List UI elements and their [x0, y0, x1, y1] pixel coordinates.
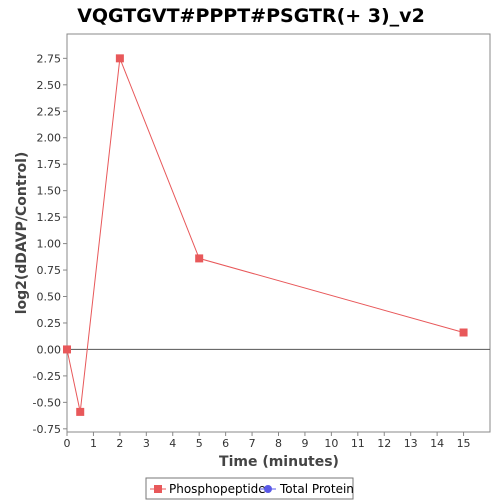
- x-tick-label: 4: [169, 437, 176, 450]
- y-tick-label: -0.25: [33, 370, 61, 383]
- x-tick-label: 3: [143, 437, 150, 450]
- y-axis: -0.75 -0.50 -0.25 0.00 0.25 0.50 0.75 1.00 1.25 1…: [33, 52, 67, 436]
- legend: Phosphopeptide Total Protein: [145, 477, 354, 500]
- x-tick-label: 5: [196, 437, 203, 450]
- x-tick-label: 14: [430, 437, 444, 450]
- y-tick-label: 1.25: [37, 211, 62, 224]
- legend-box: [145, 477, 354, 500]
- plot-area: [66, 33, 491, 433]
- x-axis: 0 1 2 3 4 5 6 7 8 9 10 11 12 13 14 15: [64, 432, 471, 450]
- x-tick-label: 7: [249, 437, 256, 450]
- x-tick-label: 15: [457, 437, 471, 450]
- x-tick-label: 12: [377, 437, 391, 450]
- y-tick-label: 0.75: [37, 264, 62, 277]
- x-tick-label: 0: [64, 437, 71, 450]
- y-tick-label: -0.50: [33, 396, 61, 409]
- legend-total-protein-marker: [264, 485, 272, 493]
- series-layer: [63, 54, 468, 416]
- chart-title: VQGTGVT#PPPT#PSGTR(+ 3)_v2: [77, 5, 425, 27]
- x-tick-label: 8: [275, 437, 282, 450]
- y-axis-title: log2(dDAVP/Control): [14, 152, 30, 315]
- data-point: [459, 328, 468, 337]
- y-tick-label: 2.25: [37, 105, 62, 118]
- x-tick-label: 2: [116, 437, 123, 450]
- y-tick-label: 2.00: [37, 132, 62, 145]
- data-point: [115, 54, 124, 63]
- data-point: [195, 254, 204, 263]
- x-tick-label: 6: [222, 437, 229, 450]
- y-tick-label: 1.00: [37, 238, 62, 251]
- y-tick-label: 2.50: [37, 79, 62, 92]
- legend-phosphopeptide-marker: [154, 485, 162, 493]
- x-axis-title: Time (minutes): [219, 454, 339, 470]
- y-tick-label: -0.75: [33, 423, 61, 436]
- y-tick-label: 0.25: [37, 317, 62, 330]
- y-tick-label: 1.50: [37, 185, 62, 198]
- data-point: [63, 345, 71, 354]
- x-tick-label: 9: [301, 437, 308, 450]
- y-tick-label: 2.75: [37, 52, 62, 65]
- y-tick-label: 0.50: [37, 291, 62, 304]
- x-tick-label: 11: [351, 437, 365, 450]
- x-tick-label: 13: [404, 437, 418, 450]
- y-tick-label: 0.00: [37, 343, 62, 356]
- data-point: [76, 407, 85, 416]
- legend-phosphopeptide-label: Phosphopeptide: [169, 482, 266, 496]
- x-tick-label: 1: [90, 437, 97, 450]
- x-tick-label: 10: [324, 437, 338, 450]
- legend-total-protein-label: Total Protein: [279, 482, 354, 496]
- y-tick-label: 1.75: [37, 158, 62, 171]
